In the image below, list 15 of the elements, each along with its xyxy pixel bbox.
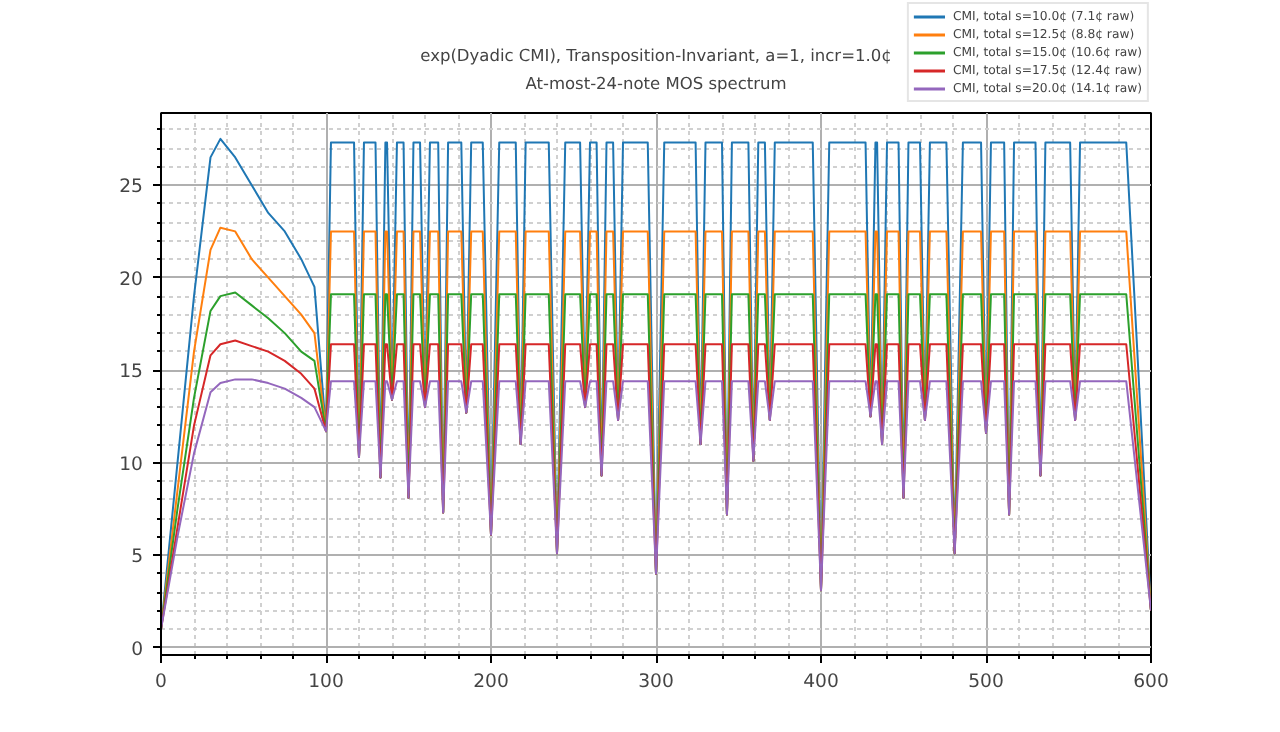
y-tick-label: 15 <box>119 361 144 384</box>
x-tick-label: 500 <box>968 671 1004 693</box>
y-tick-label: 0 <box>131 638 144 661</box>
x-tick-label: 0 <box>155 671 168 693</box>
y-tick-label: 5 <box>131 546 144 569</box>
y-tick-label: 10 <box>119 453 144 476</box>
x-tick-label: 100 <box>308 671 344 693</box>
x-tick-label: 600 <box>1133 671 1169 693</box>
chart-subtitle: At-most-24-note MOS spectrum <box>525 73 787 93</box>
y-tick-label: 25 <box>119 176 144 199</box>
x-tick-label: 300 <box>638 671 674 693</box>
x-tick-label: 400 <box>803 671 839 693</box>
chart-title: exp(Dyadic CMI), Transposition-Invariant, a=1, incr=1.0¢ <box>420 45 892 65</box>
y-tick-label: 20 <box>119 268 144 291</box>
x-tick-label: 200 <box>473 671 509 693</box>
